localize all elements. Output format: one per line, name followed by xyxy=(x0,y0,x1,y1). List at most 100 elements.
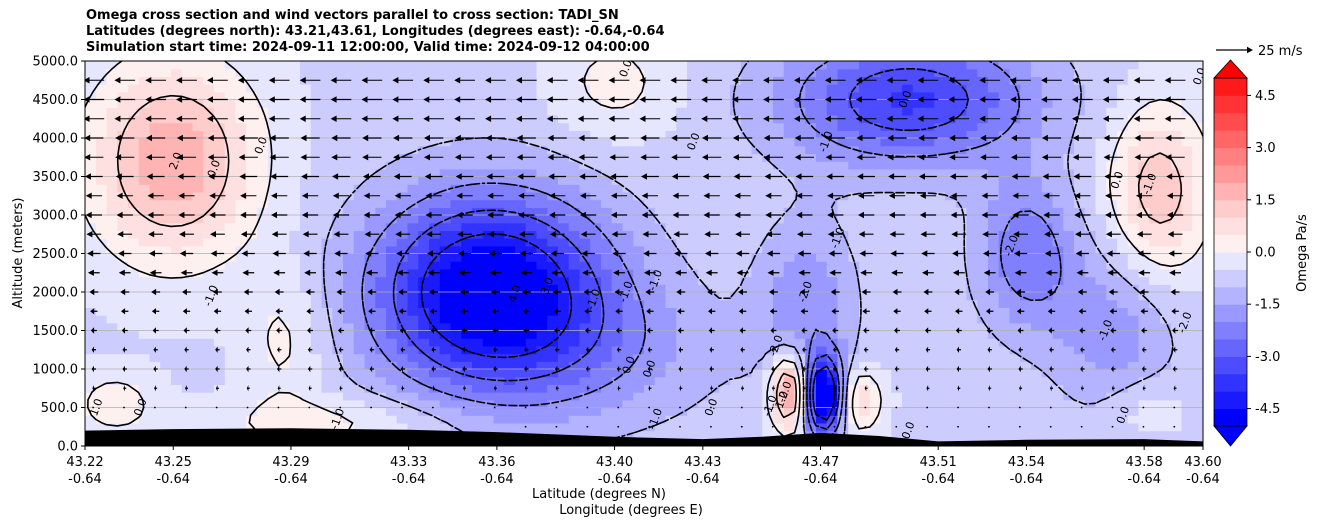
omega-cell xyxy=(783,76,796,85)
omega-cell xyxy=(1127,176,1140,185)
omega-cell xyxy=(568,238,581,247)
omega-cell xyxy=(235,392,247,401)
omega-cell xyxy=(149,315,161,324)
omega-cell xyxy=(590,299,602,308)
omega-cell xyxy=(235,145,247,154)
omega-cell xyxy=(386,322,398,332)
omega-cell xyxy=(332,176,344,185)
omega-cell xyxy=(880,322,892,332)
omega-cell xyxy=(149,222,161,231)
omega-cell xyxy=(558,376,570,385)
omega-cell xyxy=(450,253,462,262)
omega-cell xyxy=(1192,407,1203,416)
omega-cell xyxy=(805,284,817,293)
omega-cell xyxy=(719,153,731,162)
omega-cell xyxy=(386,84,398,93)
omega-cell xyxy=(751,122,763,131)
omega-cell xyxy=(891,215,903,224)
omega-cell xyxy=(138,399,151,409)
omega-cell xyxy=(504,322,516,332)
omega-cell xyxy=(880,422,892,432)
omega-cell xyxy=(945,176,957,185)
omega-cell xyxy=(214,222,226,231)
omega-cell xyxy=(687,76,699,85)
omega-cell xyxy=(1127,191,1140,201)
omega-cell xyxy=(547,392,559,401)
omega-cell xyxy=(1127,84,1140,93)
omega-cell xyxy=(504,76,516,85)
omega-cell xyxy=(945,222,957,231)
omega-cell xyxy=(848,292,860,301)
omega-cell xyxy=(353,392,366,401)
omega-cell xyxy=(1149,222,1161,231)
omega-cell xyxy=(536,84,548,93)
omega-cell xyxy=(482,361,495,370)
omega-cell xyxy=(257,130,269,139)
omega-cell xyxy=(396,292,409,301)
omega-cell xyxy=(751,138,763,147)
omega-cell xyxy=(472,361,484,370)
omega-cell xyxy=(665,268,677,278)
omega-cell xyxy=(106,107,118,116)
omega-cell xyxy=(106,130,118,139)
omega-cell xyxy=(934,222,946,231)
omega-cell xyxy=(1149,138,1161,147)
omega-cell xyxy=(676,338,688,347)
omega-cell xyxy=(547,330,559,339)
omega-cell xyxy=(396,407,409,416)
omega-cell xyxy=(310,130,323,139)
omega-cell xyxy=(687,307,699,316)
omega-cell xyxy=(719,122,731,131)
omega-cell xyxy=(859,238,871,247)
omega-cell xyxy=(493,284,505,293)
omega-cell xyxy=(278,222,290,231)
omega-cell xyxy=(353,261,366,270)
omega-cell xyxy=(515,307,527,316)
omega-cell xyxy=(869,261,882,270)
omega-cell xyxy=(1138,199,1150,208)
omega-cell xyxy=(1084,261,1097,270)
omega-cell xyxy=(321,407,333,416)
omega-cell xyxy=(1020,176,1032,185)
omega-cell xyxy=(751,299,763,308)
omega-cell xyxy=(998,384,1011,393)
omega-cell xyxy=(912,422,925,432)
omega-cell xyxy=(654,361,667,370)
omega-cell xyxy=(353,168,366,178)
omega-cell xyxy=(568,253,581,262)
omega-cell xyxy=(751,191,763,201)
omega-cell xyxy=(740,392,753,401)
omega-cell xyxy=(267,322,280,332)
omega-cell xyxy=(740,253,753,262)
omega-cell xyxy=(611,138,624,147)
omega-cell xyxy=(762,338,774,347)
omega-cell xyxy=(902,107,914,116)
omega-cell xyxy=(1095,91,1107,101)
omega-cell xyxy=(590,292,602,301)
omega-cell xyxy=(805,353,817,362)
omega-cell xyxy=(386,330,398,339)
omega-cell xyxy=(676,238,688,247)
omega-cell xyxy=(246,353,258,362)
omega-cell xyxy=(1181,245,1193,255)
omega-cell xyxy=(687,292,699,301)
omega-cell xyxy=(1160,422,1172,432)
omega-cell xyxy=(665,222,677,231)
omega-cell xyxy=(590,315,602,324)
omega-cell xyxy=(955,322,968,332)
omega-cell xyxy=(912,161,925,170)
omega-cell xyxy=(128,207,140,216)
omega-cell xyxy=(1063,222,1075,231)
omega-cell xyxy=(203,299,215,308)
omega-cell xyxy=(611,338,624,347)
omega-cell xyxy=(805,91,817,101)
omega-cell xyxy=(203,138,215,147)
omega-cell xyxy=(869,222,882,231)
omega-cell xyxy=(214,138,226,147)
omega-cell xyxy=(601,345,613,355)
omega-cell xyxy=(762,307,774,316)
omega-cell xyxy=(192,253,204,262)
omega-cell xyxy=(504,245,516,255)
omega-cell xyxy=(375,130,387,139)
omega-cell xyxy=(902,330,914,339)
